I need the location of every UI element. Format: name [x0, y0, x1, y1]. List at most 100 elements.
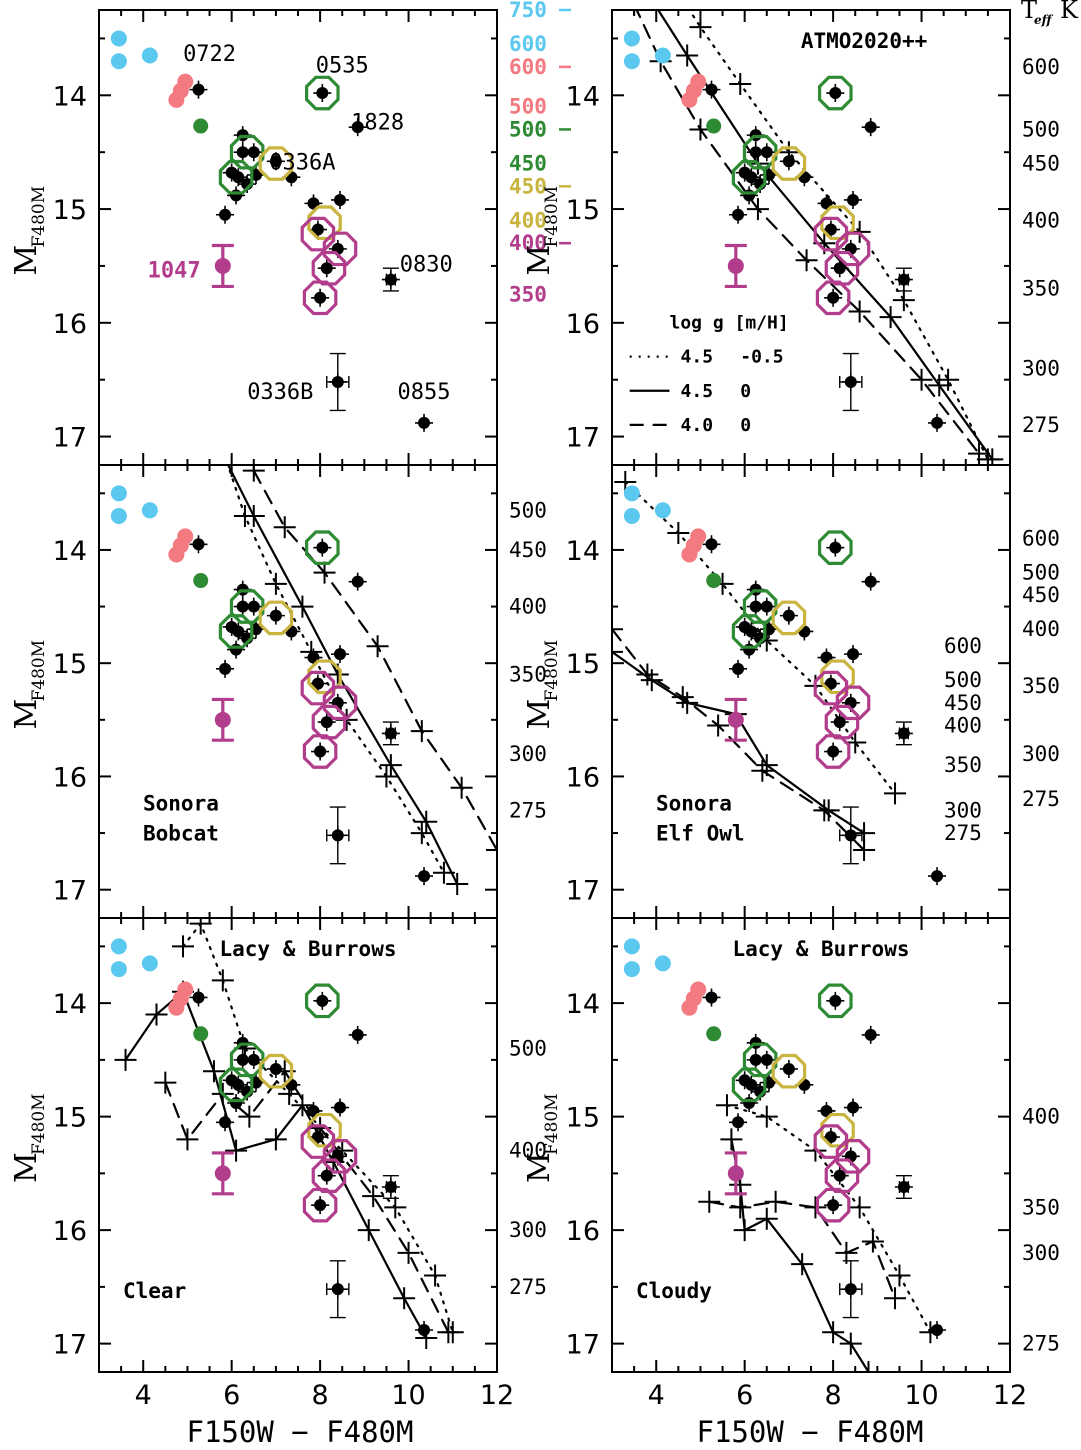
model-cross: [424, 1264, 447, 1287]
observed-point: [705, 991, 718, 1004]
model-cross: [804, 1196, 827, 1219]
panel-plot-area: [110, 918, 464, 1349]
y-axis-label-sub: F480M: [29, 640, 49, 702]
teff-label-inner: 500: [944, 668, 982, 692]
model-cross: [751, 759, 774, 782]
observed-point: [864, 575, 877, 588]
observed-point: [743, 189, 756, 202]
model-cross: [671, 686, 694, 709]
x-tick-label: 6: [736, 1380, 753, 1411]
error-bar-large: [895, 1174, 912, 1200]
observed-point: [931, 870, 944, 883]
x-axis-label-right: F150W − F480M: [697, 1415, 924, 1449]
observed-point: [192, 83, 205, 96]
magenta-ring: [813, 216, 849, 252]
salmon-point: [681, 999, 698, 1016]
observed-point: [749, 146, 762, 159]
magenta-ring: [824, 704, 860, 740]
y-axis-label-main: M: [522, 1152, 557, 1183]
teff-label: 300: [1022, 742, 1060, 766]
model-cross: [813, 799, 836, 822]
magenta-ring: [322, 685, 358, 721]
legend-mh: -0.5: [740, 347, 783, 368]
observed-point: [334, 648, 347, 661]
y-tick-label: 16: [53, 309, 87, 340]
model-cross: [410, 720, 433, 743]
model-cross: [884, 1287, 907, 1310]
observed-point: [351, 1028, 364, 1041]
model-cross: [375, 765, 398, 788]
observed-point: [320, 716, 333, 729]
observed-point: [732, 1116, 745, 1129]
model-cross: [242, 504, 265, 527]
y-axis-label-main: M: [9, 245, 44, 276]
model-cross: [176, 1128, 199, 1151]
model-title: ATMO2020++: [801, 29, 927, 53]
y-tick-label: 16: [566, 309, 600, 340]
y-tick-label: 16: [566, 762, 600, 793]
cyan-point: [623, 53, 640, 70]
model-cross: [720, 1128, 743, 1151]
salmon-point: [168, 999, 185, 1016]
magenta-ring: [302, 734, 338, 769]
y-axis-label-sub: F480M: [29, 186, 49, 248]
model-cross: [203, 426, 225, 448]
observed-point: [782, 609, 795, 622]
cyan-point: [654, 502, 671, 519]
teff-label: 500: [509, 95, 547, 119]
model-cross: [636, 0, 658, 4]
observed-point: [269, 609, 282, 622]
x-tick-label: 4: [135, 1380, 152, 1411]
model-cross: [857, 1361, 880, 1372]
teff-label: 275: [509, 798, 547, 822]
green-point: [193, 1026, 209, 1042]
cyan-point: [141, 955, 158, 972]
model-cross: [698, 1190, 721, 1213]
model-cross: [822, 1321, 845, 1344]
green-ring: [218, 614, 254, 649]
teff-label-inner: 600: [944, 634, 982, 658]
teff-label: 350: [1022, 1195, 1060, 1219]
observed-point: [833, 262, 846, 275]
y-tick-label: 15: [566, 1103, 600, 1134]
model-cross: [676, 44, 699, 67]
model-cross: [853, 839, 876, 862]
model-cross: [437, 1321, 460, 1344]
teff-label: 275: [1022, 787, 1060, 811]
magenta-ring: [311, 250, 347, 286]
model-cross: [636, 663, 659, 686]
cyan-point: [141, 502, 158, 519]
model-subtitle: Elf Owl: [656, 821, 745, 845]
teff-label: 500: [509, 1037, 547, 1061]
observed-point: [230, 643, 243, 656]
magenta-ring: [311, 704, 347, 740]
y-tick-label: 15: [53, 1103, 87, 1134]
panel-plot-area: [110, 30, 434, 432]
x-tick-label: 6: [223, 1380, 240, 1411]
magenta-ring: [824, 250, 860, 286]
teff-label: 300: [1022, 1241, 1060, 1265]
panel-frame: [98, 464, 498, 919]
teff-label: 350: [1022, 277, 1060, 301]
magenta-ring: [302, 280, 338, 316]
magenta-ring: [835, 231, 871, 267]
error-bar-large: [326, 352, 350, 412]
x-tick-label: 4: [648, 1380, 665, 1411]
observed-point: [316, 994, 329, 1007]
model-cross: [746, 198, 769, 221]
teff-label: 500: [1022, 561, 1060, 585]
salmon-point: [168, 546, 185, 563]
model-cross: [446, 873, 469, 896]
observed-point: [192, 538, 205, 551]
observed-point: [760, 600, 773, 613]
model-cross: [633, 10, 636, 16]
panel-plot-area: [612, 470, 947, 886]
model-cross: [981, 448, 1004, 465]
error-bar-large: [839, 352, 863, 412]
observed-point: [351, 121, 364, 134]
model-cross: [667, 521, 690, 544]
